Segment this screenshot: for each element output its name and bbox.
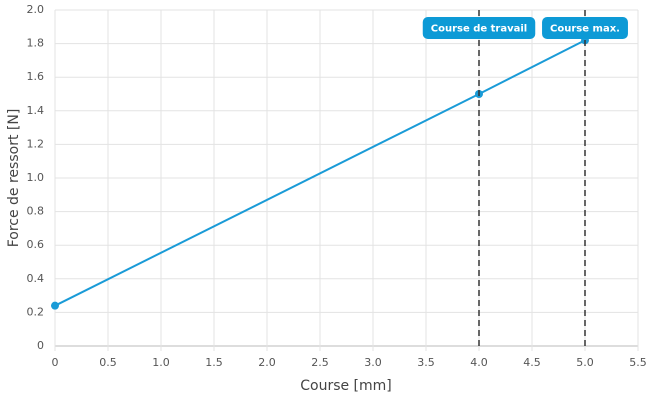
x-tick-label: 3.5 bbox=[417, 356, 435, 369]
x-tick-label: 4.5 bbox=[523, 356, 541, 369]
y-axis-title: Force de ressort [N] bbox=[6, 109, 22, 248]
x-tick-label: 2.5 bbox=[311, 356, 329, 369]
x-tick-label: 5.0 bbox=[576, 356, 594, 369]
x-tick-label: 4.0 bbox=[470, 356, 488, 369]
y-tick-label: 1.2 bbox=[27, 137, 45, 150]
y-tick-label: 1.4 bbox=[27, 104, 45, 117]
y-tick-label: 0 bbox=[37, 339, 44, 352]
y-tick-label: 0.6 bbox=[27, 238, 45, 251]
x-tick-label: 0.5 bbox=[99, 356, 117, 369]
x-axis-title: Course [mm] bbox=[300, 378, 392, 394]
annotation-box bbox=[542, 17, 628, 39]
y-tick-label: 0.4 bbox=[27, 272, 45, 285]
x-tick-label: 1.5 bbox=[205, 356, 223, 369]
y-tick-label: 1.0 bbox=[27, 171, 45, 184]
annotation-label: Course de travail bbox=[422, 17, 536, 39]
y-tick-label: 0.8 bbox=[27, 205, 45, 218]
data-point bbox=[51, 301, 59, 310]
annotation-box bbox=[422, 17, 536, 39]
x-tick-label: 0 bbox=[52, 356, 59, 369]
y-tick-label: 1.6 bbox=[27, 70, 45, 83]
y-tick-label: 2.0 bbox=[27, 3, 45, 16]
annotation-text: Course max. bbox=[550, 24, 620, 35]
x-tick-label: 1.0 bbox=[152, 356, 170, 369]
y-tick-label: 1.8 bbox=[27, 37, 45, 50]
y-tick-label: 0.2 bbox=[27, 305, 45, 318]
annotation-text: Course de travail bbox=[431, 24, 527, 35]
x-tick-label: 5.5 bbox=[629, 356, 647, 369]
x-tick-label: 2.0 bbox=[258, 356, 276, 369]
x-tick-label: 3.0 bbox=[364, 356, 382, 369]
annotation-label: Course max. bbox=[542, 17, 628, 39]
